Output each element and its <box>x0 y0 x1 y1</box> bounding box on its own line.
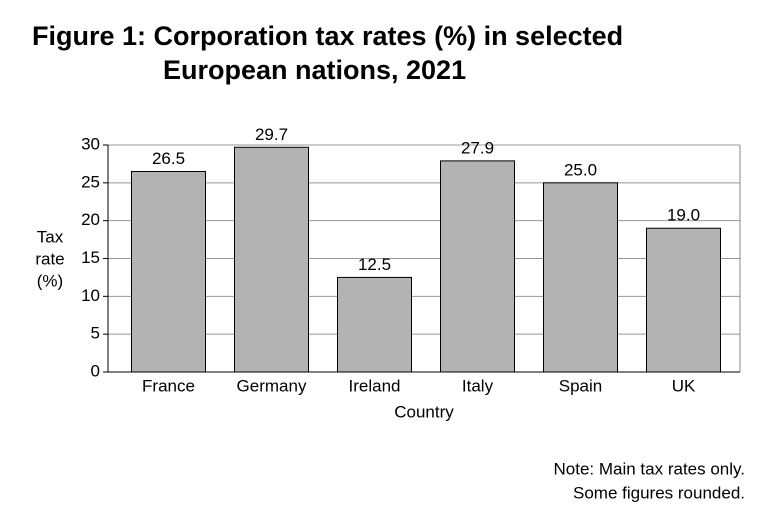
note: Note: Main tax rates only. <box>554 459 746 478</box>
bar <box>543 182 618 373</box>
bar <box>440 160 515 373</box>
y-tick-label: 15 <box>81 248 100 267</box>
y-axis-label: Tax <box>37 227 64 246</box>
data-label: 29.7 <box>255 125 288 144</box>
data-label: 26.5 <box>152 149 185 168</box>
y-axis-label: (%) <box>37 271 63 290</box>
data-label: 12.5 <box>358 255 391 274</box>
bar <box>131 170 206 373</box>
bar <box>337 276 412 373</box>
x-axis-label: Country <box>394 402 454 421</box>
x-tick-label: Spain <box>559 376 602 395</box>
data-label: 19.0 <box>667 206 700 225</box>
note: Some figures rounded. <box>573 483 745 502</box>
y-tick-label: 20 <box>81 210 100 229</box>
y-tick-label: 10 <box>81 286 100 305</box>
x-tick-label: Italy <box>462 376 494 395</box>
x-tick-label: UK <box>672 376 696 395</box>
y-axis-label: rate <box>35 249 64 268</box>
chart-title: European nations, 2021 <box>163 55 466 85</box>
data-label: 25.0 <box>564 160 597 179</box>
data-label: 27.9 <box>461 138 494 157</box>
y-tick-label: 25 <box>81 172 100 191</box>
bar <box>234 146 309 373</box>
x-tick-label: Germany <box>237 376 307 395</box>
y-tick-label: 5 <box>91 324 100 343</box>
x-tick-label: France <box>142 376 195 395</box>
y-tick-label: 0 <box>91 361 100 380</box>
x-tick-label: Ireland <box>349 376 401 395</box>
chart-title: Figure 1: Corporation tax rates (%) in s… <box>32 21 623 51</box>
bar <box>646 227 721 373</box>
y-tick-label: 30 <box>81 134 100 153</box>
